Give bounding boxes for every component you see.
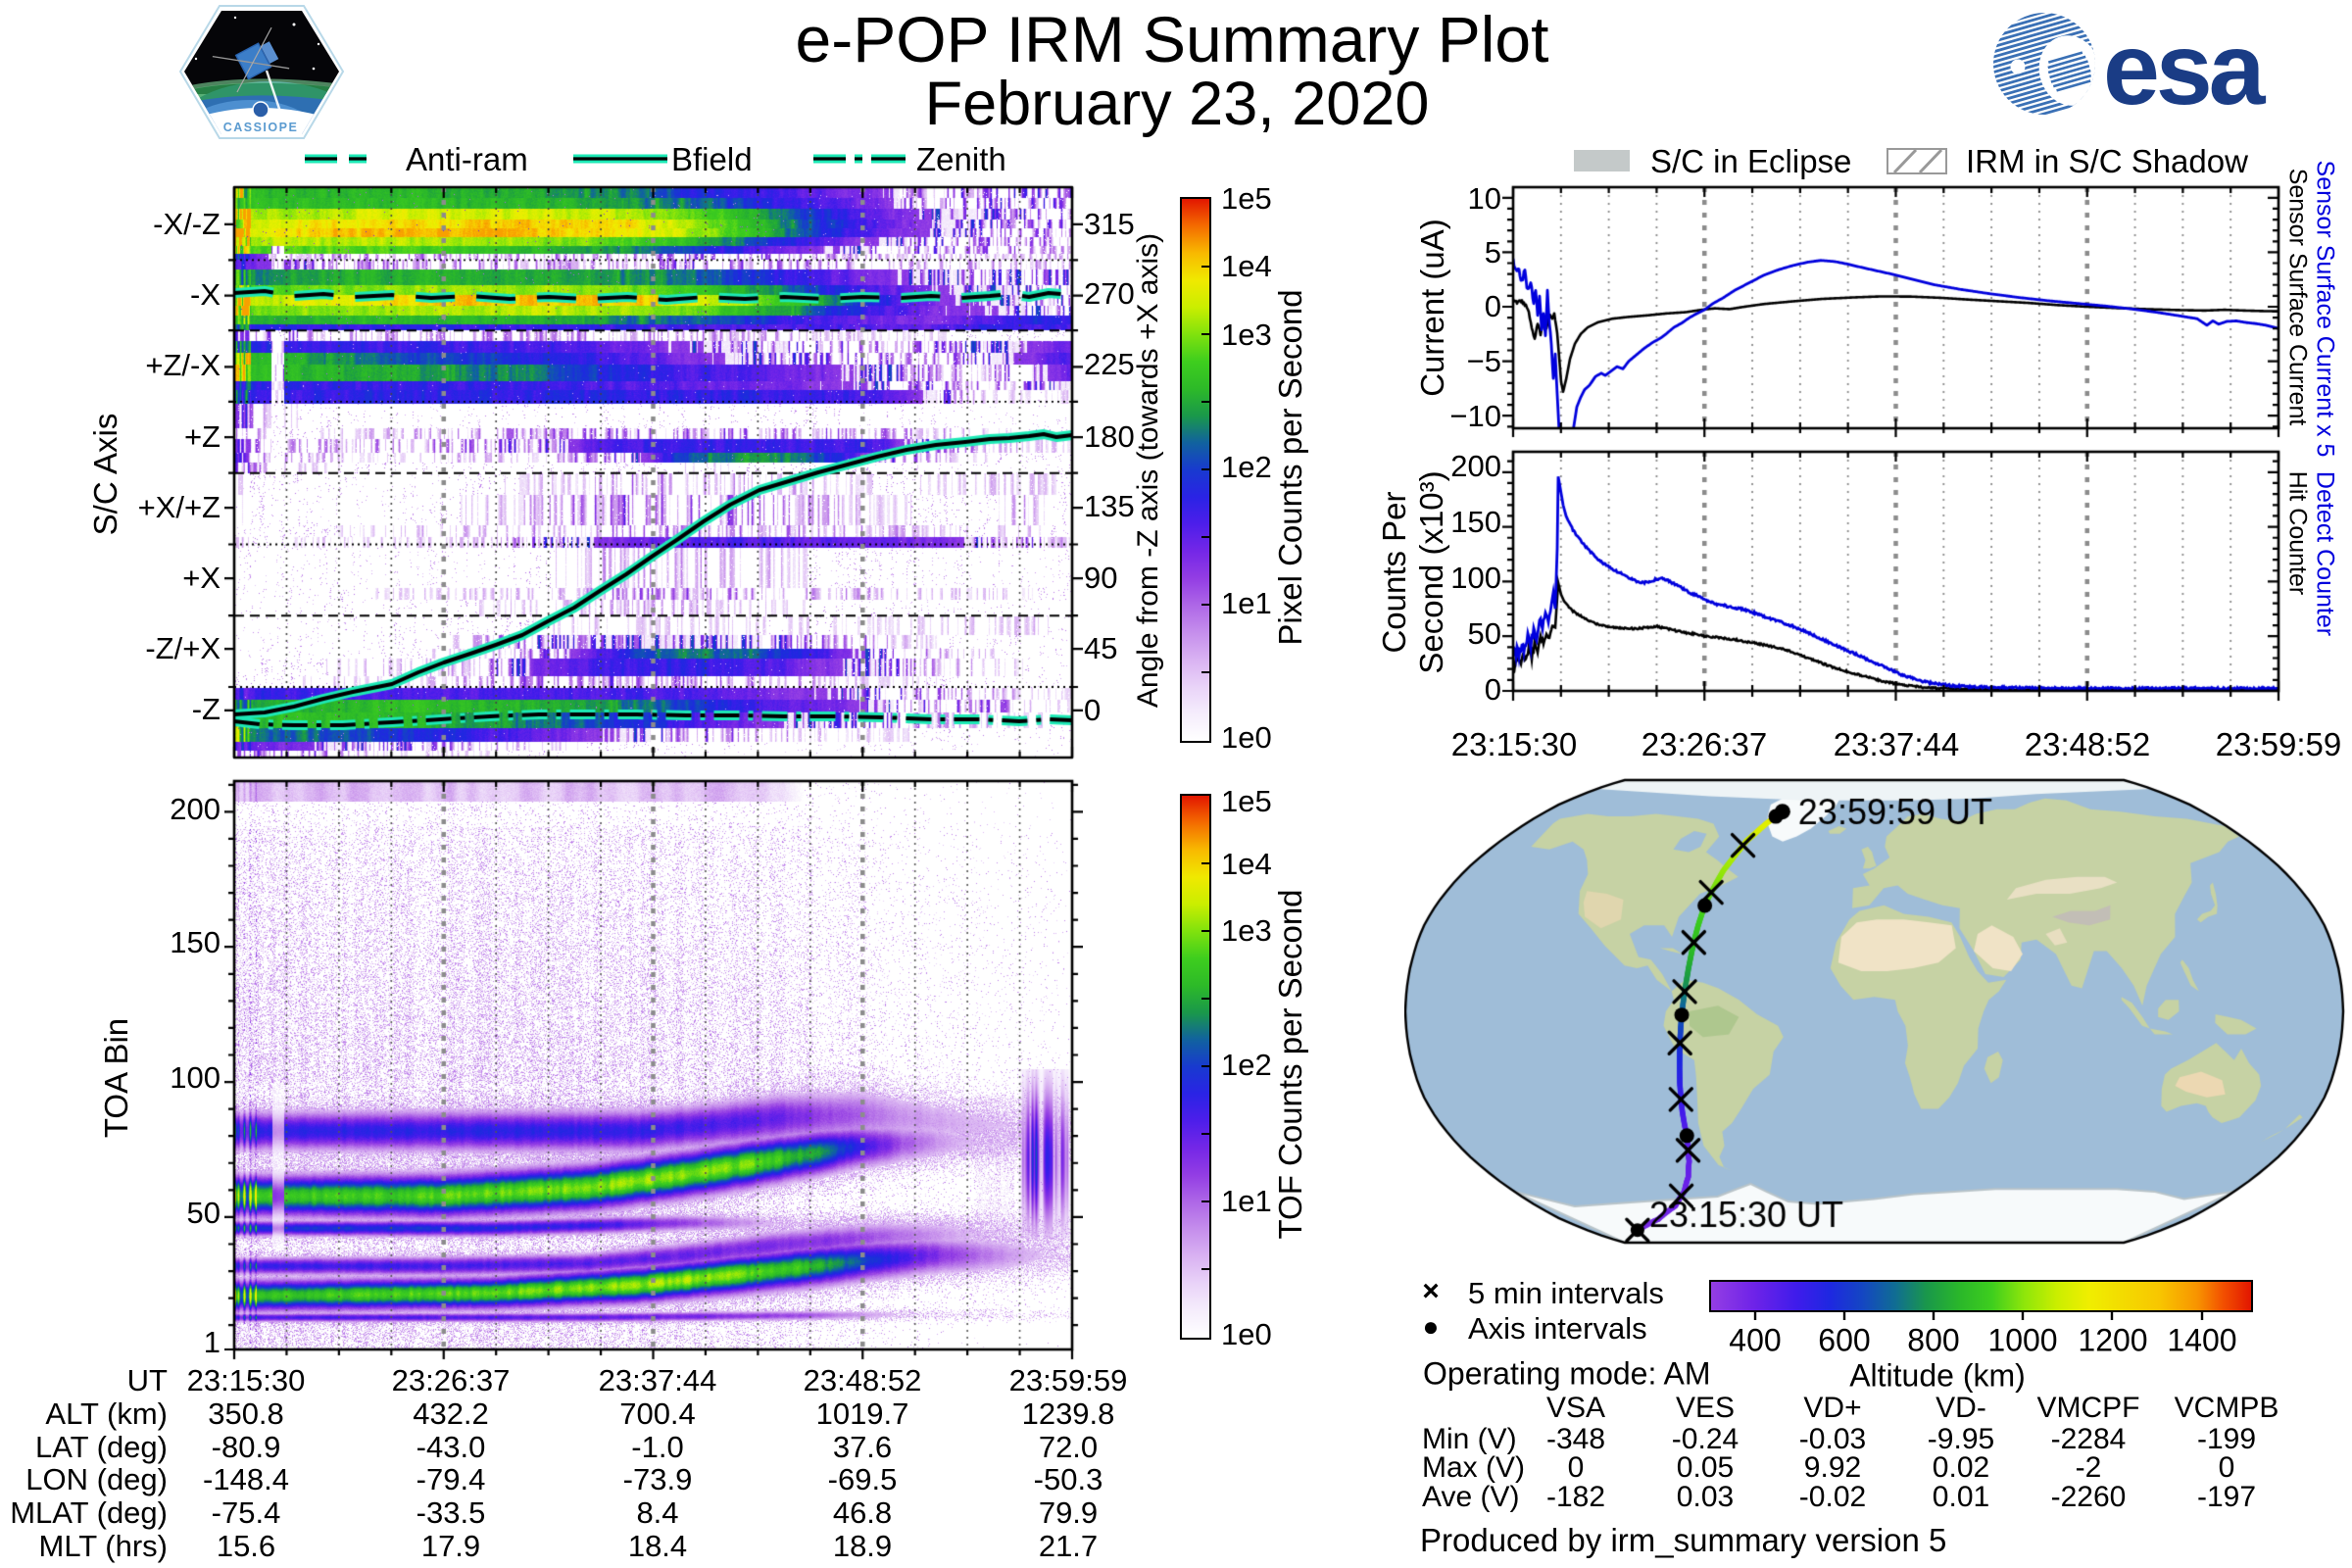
- svg-text:esa: esa: [2103, 13, 2267, 123]
- svg-text:CASSIOPE: CASSIOPE: [223, 121, 299, 134]
